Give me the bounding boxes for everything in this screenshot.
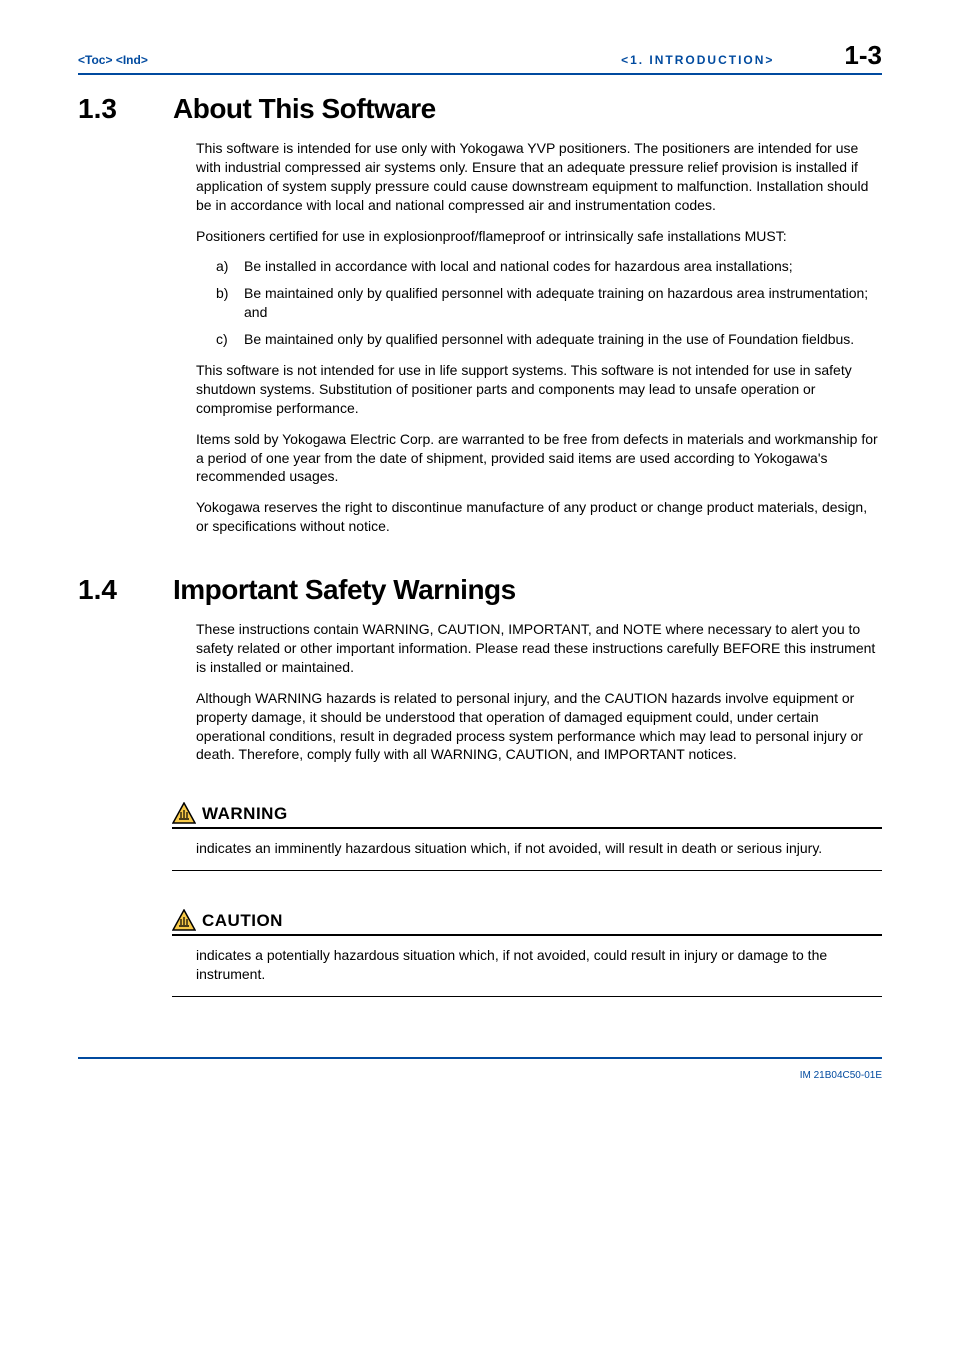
callout-title: WARNING (202, 804, 288, 824)
list-item: a) Be installed in accordance with local… (216, 257, 882, 276)
section-number: 1.4 (78, 574, 173, 606)
ind-link[interactable]: <Ind> (116, 53, 148, 67)
list-text: Be maintained only by qualified personne… (244, 284, 882, 322)
header-right-group: <1. INTRODUCTION> 1-3 (621, 40, 882, 71)
section-body: This software is intended for use only w… (196, 139, 882, 536)
list-text: Be installed in accordance with local an… (244, 257, 882, 276)
header-left-links: <Toc> <Ind> (78, 53, 148, 67)
list-item: c) Be maintained only by qualified perso… (216, 330, 882, 349)
callout-bottom-rule (172, 870, 882, 871)
list-marker: a) (216, 257, 244, 276)
page-number: 1-3 (844, 40, 882, 71)
paragraph: This software is intended for use only w… (196, 139, 882, 215)
paragraph: Although WARNING hazards is related to p… (196, 689, 882, 765)
caution-callout: CAUTION indicates a potentially hazardou… (172, 909, 882, 997)
page-header: <Toc> <Ind> <1. INTRODUCTION> 1-3 (78, 40, 882, 75)
section-heading: 1.3 About This Software (78, 93, 882, 125)
paragraph: Items sold by Yokogawa Electric Corp. ar… (196, 430, 882, 487)
ordered-list: a) Be installed in accordance with local… (216, 257, 882, 349)
paragraph: This software is not intended for use in… (196, 361, 882, 418)
footer-doc-id: IM 21B04C50-01E (800, 1070, 882, 1081)
paragraph: These instructions contain WARNING, CAUT… (196, 620, 882, 677)
list-text: Be maintained only by qualified personne… (244, 330, 882, 349)
callout-body: indicates an imminently hazardous situat… (196, 839, 882, 858)
warning-triangle-icon (172, 802, 196, 824)
warning-callout: WARNING indicates an imminently hazardou… (172, 802, 882, 871)
list-marker: c) (216, 330, 244, 349)
section-1-4: 1.4 Important Safety Warnings These inst… (78, 574, 882, 764)
callout-body: indicates a potentially hazardous situat… (196, 946, 882, 984)
list-marker: b) (216, 284, 244, 322)
callout-header: CAUTION (172, 909, 882, 936)
chapter-label: <1. INTRODUCTION> (621, 53, 774, 67)
paragraph: Positioners certified for use in explosi… (196, 227, 882, 246)
callout-bottom-rule (172, 996, 882, 997)
section-1-3: 1.3 About This Software This software is… (78, 93, 882, 536)
section-heading: 1.4 Important Safety Warnings (78, 574, 882, 606)
section-title: About This Software (173, 93, 436, 125)
list-item: b) Be maintained only by qualified perso… (216, 284, 882, 322)
caution-triangle-icon (172, 909, 196, 931)
toc-link[interactable]: <Toc> (78, 53, 112, 67)
section-title: Important Safety Warnings (173, 574, 516, 606)
callout-title: CAUTION (202, 911, 283, 931)
section-body: These instructions contain WARNING, CAUT… (196, 620, 882, 764)
callout-header: WARNING (172, 802, 882, 829)
page-footer: IM 21B04C50-01E (78, 1057, 882, 1083)
paragraph: Yokogawa reserves the right to discontin… (196, 498, 882, 536)
section-number: 1.3 (78, 93, 173, 125)
